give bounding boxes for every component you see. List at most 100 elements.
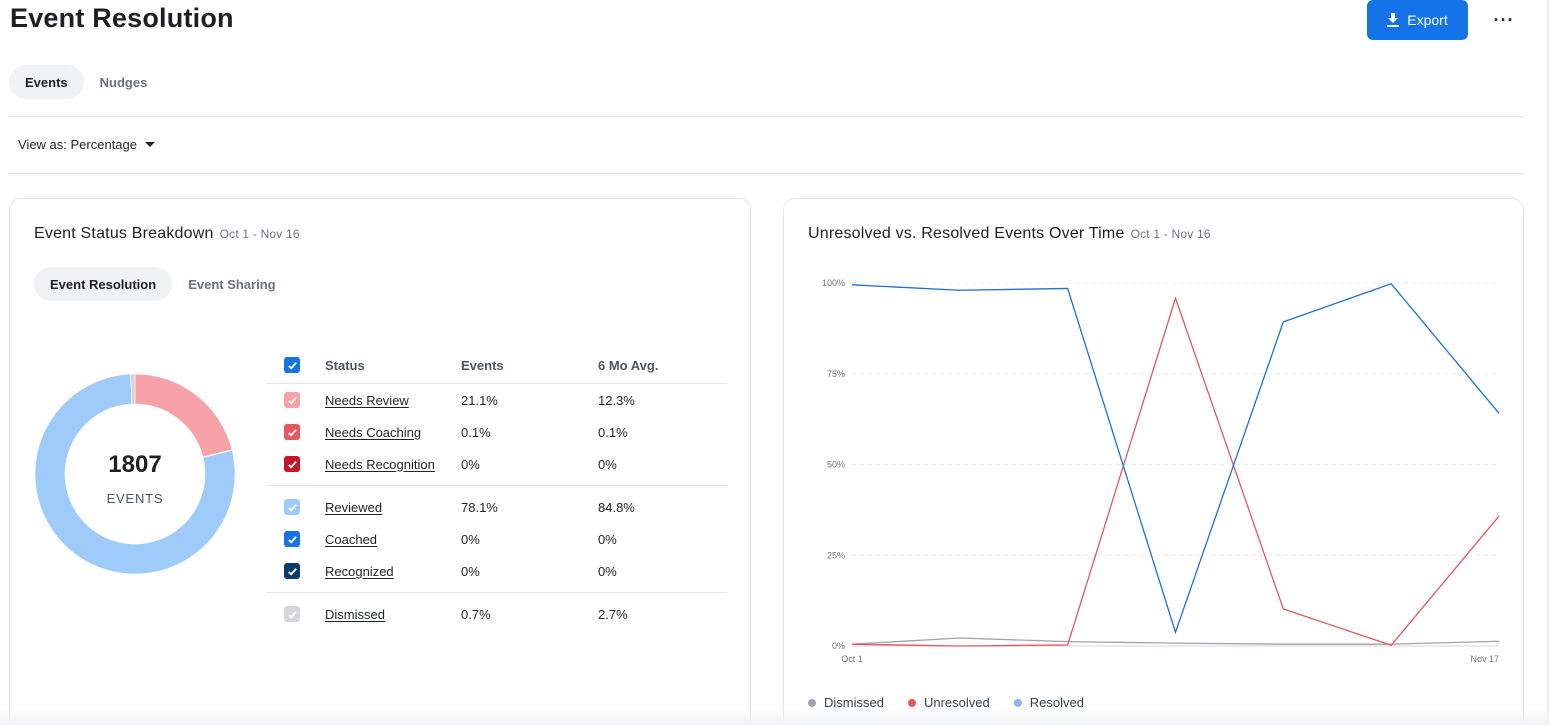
group-divider [266, 383, 727, 384]
status-checkbox[interactable] [284, 499, 300, 515]
table-row: Recognized 0% 0% [266, 555, 727, 587]
page-title: Event Resolution [10, 3, 234, 33]
trend-card: Unresolved vs. Resolved Events Over Time… [783, 198, 1524, 725]
status-table: Status Events 6 Mo Avg. Needs Review 21.1… [266, 347, 727, 630]
status-avg: 0% [598, 563, 617, 579]
donut-slice-reviewed[interactable] [34, 373, 236, 575]
status-avg: 2.7% [598, 606, 628, 622]
trend-date-range: Oct 1 - Nov 16 [1130, 227, 1211, 241]
check-icon [287, 503, 297, 512]
donut-slice-needs-review[interactable] [134, 373, 233, 458]
group-divider [266, 485, 727, 486]
status-link[interactable]: Recognized [325, 563, 394, 579]
status-avg: 0% [598, 456, 617, 472]
status-link[interactable]: Needs Review [325, 392, 409, 408]
legend-item-dismissed[interactable]: Dismissed [808, 695, 884, 710]
legend-label: Unresolved [923, 695, 990, 710]
trend-title-text: Unresolved vs. Resolved Events Over Time [808, 225, 1125, 242]
top-tabs: Events Nudges [9, 65, 163, 99]
legend-label: Resolved [1029, 695, 1084, 710]
column-header-status: Status [325, 357, 365, 373]
breakdown-tabs: Event Resolution Event Sharing [34, 267, 292, 301]
status-link[interactable]: Coached [325, 531, 378, 547]
tab-nudges[interactable]: Nudges [99, 74, 148, 90]
donut-total: 1807 [108, 451, 162, 478]
status-checkbox[interactable] [284, 563, 300, 579]
tab-event-sharing[interactable]: Event Sharing [188, 276, 276, 292]
download-icon [1387, 13, 1400, 27]
trend-title: Unresolved vs. Resolved Events Over Time… [808, 225, 1211, 243]
status-avg: 0.1% [598, 424, 628, 440]
status-events: 0.7% [461, 606, 491, 622]
donut-chart [34, 373, 236, 575]
select-all-checkbox[interactable] [284, 357, 300, 373]
status-checkbox[interactable] [284, 531, 300, 547]
table-row: Needs Review 21.1% 12.3% [266, 384, 727, 416]
table-row: Needs Recognition 0% 0% [266, 448, 727, 480]
status-events: 78.1% [461, 499, 498, 515]
status-avg: 12.3% [598, 392, 635, 408]
bottom-fade [0, 708, 1549, 725]
y-tick-label: 0% [832, 641, 845, 651]
y-tick-label: 25% [827, 550, 845, 560]
y-tick-label: 50% [827, 460, 845, 470]
series-line-unresolved[interactable] [851, 296, 1500, 647]
donut-total-label: EVENTS [106, 491, 164, 506]
view-as-label: View as: Percentage [18, 137, 137, 152]
tab-events[interactable]: Events [9, 65, 84, 99]
legend-label: Dismissed [824, 695, 884, 710]
series-line-resolved[interactable] [851, 282, 1500, 635]
column-header-avg: 6 Mo Avg. [598, 357, 659, 373]
y-tick-label: 100% [822, 278, 845, 288]
status-breakdown-card: Event Status Breakdown Oct 1 - Nov 16 Eve… [9, 198, 751, 725]
legend-item-resolved[interactable]: Resolved [1013, 695, 1084, 710]
status-checkbox[interactable] [284, 424, 300, 440]
breakdown-title: Event Status Breakdown Oct 1 - Nov 16 [34, 225, 300, 243]
export-button[interactable]: Export [1367, 0, 1468, 40]
status-events: 0% [461, 456, 480, 472]
status-link[interactable]: Dismissed [325, 606, 385, 622]
status-link[interactable]: Needs Recognition [325, 456, 435, 472]
view-as-dropdown[interactable]: View as: Percentage [18, 137, 155, 152]
status-avg: 84.8% [598, 499, 635, 515]
column-header-events: Events [461, 357, 504, 373]
divider [9, 173, 1524, 174]
status-checkbox[interactable] [284, 456, 300, 472]
table-row: Dismissed 0.7% 2.7% [266, 598, 727, 630]
check-icon [287, 460, 297, 469]
status-checkbox[interactable] [284, 606, 300, 622]
legend-dot [907, 698, 916, 707]
series-line-dismissed[interactable] [851, 637, 1500, 645]
line-chart: 0% 25% 50% 75% 100% Oct 1 Nov 17 [822, 278, 1500, 664]
check-icon [287, 535, 297, 544]
table-header: Status Events 6 Mo Avg. [266, 347, 727, 383]
legend-item-unresolved[interactable]: Unresolved [907, 695, 990, 710]
chart-legend: Dismissed Unresolved Resolved [808, 695, 1084, 710]
check-icon [287, 428, 297, 437]
status-events: 21.1% [461, 392, 498, 408]
table-row: Reviewed 78.1% 84.8% [266, 491, 727, 523]
export-label: Export [1407, 12, 1448, 28]
check-icon [287, 610, 297, 619]
legend-dot [808, 698, 816, 707]
chevron-down-icon [145, 142, 155, 147]
scrollbar[interactable] [1547, 0, 1549, 725]
table-row: Coached 0% 0% [266, 523, 727, 555]
check-icon [287, 361, 297, 370]
status-events: 0% [461, 531, 480, 547]
breakdown-title-text: Event Status Breakdown [34, 225, 214, 242]
status-checkbox[interactable] [284, 392, 300, 408]
status-link[interactable]: Needs Coaching [325, 424, 422, 440]
status-events: 0.1% [461, 424, 491, 440]
donut-slice-dismissed[interactable] [130, 373, 136, 405]
divider [9, 116, 1524, 117]
check-icon [287, 567, 297, 576]
tab-event-resolution[interactable]: Event Resolution [34, 267, 173, 301]
status-avg: 0% [598, 531, 617, 547]
group-divider [266, 592, 727, 593]
more-options-button[interactable]: ··· [1493, 9, 1515, 30]
table-row: Needs Coaching 0.1% 0.1% [266, 416, 727, 448]
x-tick-label: Nov 17 [1470, 654, 1499, 664]
breakdown-date-range: Oct 1 - Nov 16 [219, 227, 300, 241]
status-link[interactable]: Reviewed [325, 499, 383, 515]
